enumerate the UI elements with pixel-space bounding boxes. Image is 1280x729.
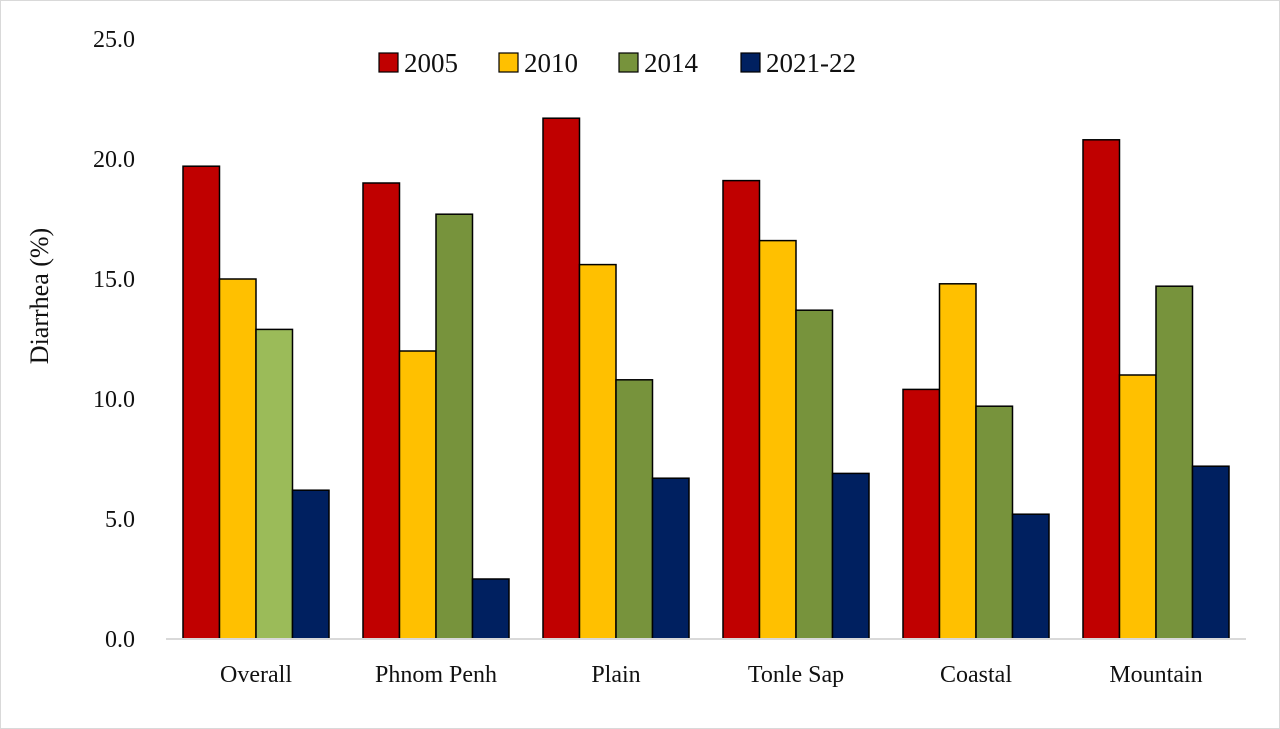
bar-2010-coastal xyxy=(938,283,977,640)
x-category-label: Overall xyxy=(220,662,292,688)
y-axis-ticks: 0.0 5.0 10.0 15.0 20.0 25.0 xyxy=(93,27,135,653)
bar-2010-phnom-penh xyxy=(398,350,437,640)
x-category-label: Mountain xyxy=(1109,662,1202,688)
bar-2014-overall xyxy=(255,328,294,640)
x-category-label: Plain xyxy=(591,662,640,688)
y-tick-label: 5.0 xyxy=(105,507,135,533)
y-axis-title: Diarrhea (%) xyxy=(25,228,54,364)
y-tick-label: 15.0 xyxy=(93,267,135,293)
bar-2005-plain xyxy=(542,117,581,640)
legend-label: 2005 xyxy=(404,48,458,78)
x-category-label: Phnom Penh xyxy=(375,662,497,688)
x-category-label: Coastal xyxy=(940,662,1012,688)
bar-2021-22-phnom-penh xyxy=(471,578,510,640)
bar-2010-plain xyxy=(578,263,617,640)
legend-label: 2010 xyxy=(524,48,578,78)
y-tick-label: 0.0 xyxy=(105,627,135,653)
bar-2005-coastal xyxy=(902,388,941,640)
bar-2021-22-plain xyxy=(651,477,690,640)
bar-2014-mountain xyxy=(1155,285,1194,640)
bar-2005-mountain xyxy=(1082,139,1121,640)
bar-2021-22-overall xyxy=(291,489,330,640)
bar-2005-overall xyxy=(182,165,221,640)
bar-2014-phnom-penh xyxy=(435,213,474,640)
bar-2021-22-mountain xyxy=(1191,465,1230,640)
legend-swatch-2014 xyxy=(618,52,639,73)
x-axis-labels: Overall Phnom Penh Plain Tonle Sap Coastal Mo… xyxy=(220,662,1203,688)
bar-2014-tonle-sap xyxy=(795,309,834,640)
bar-2010-overall xyxy=(218,278,257,640)
bar-2014-coastal xyxy=(975,405,1014,640)
legend-swatch-2010 xyxy=(498,52,519,73)
bar-2014-plain xyxy=(615,379,654,640)
bar-2021-22-coastal xyxy=(1011,513,1050,640)
legend-label: 2014 xyxy=(644,48,699,78)
bar-2010-tonle-sap xyxy=(758,239,797,640)
bar-2005-phnom-penh xyxy=(362,182,401,640)
legend-swatch-2021-22 xyxy=(740,52,761,73)
bars xyxy=(182,117,1230,640)
y-tick-label: 10.0 xyxy=(93,387,135,413)
y-tick-label: 25.0 xyxy=(93,27,135,53)
x-category-label: Tonle Sap xyxy=(748,662,844,688)
y-tick-label: 20.0 xyxy=(93,147,135,173)
bar-2005-tonle-sap xyxy=(722,179,761,640)
legend-swatch-2005 xyxy=(378,52,399,73)
bar-2021-22-tonle-sap xyxy=(831,472,870,640)
bar-2010-mountain xyxy=(1118,374,1157,640)
legend-label: 2021-22 xyxy=(766,48,856,78)
legend: 2005 2010 2014 2021-22 xyxy=(378,48,856,78)
